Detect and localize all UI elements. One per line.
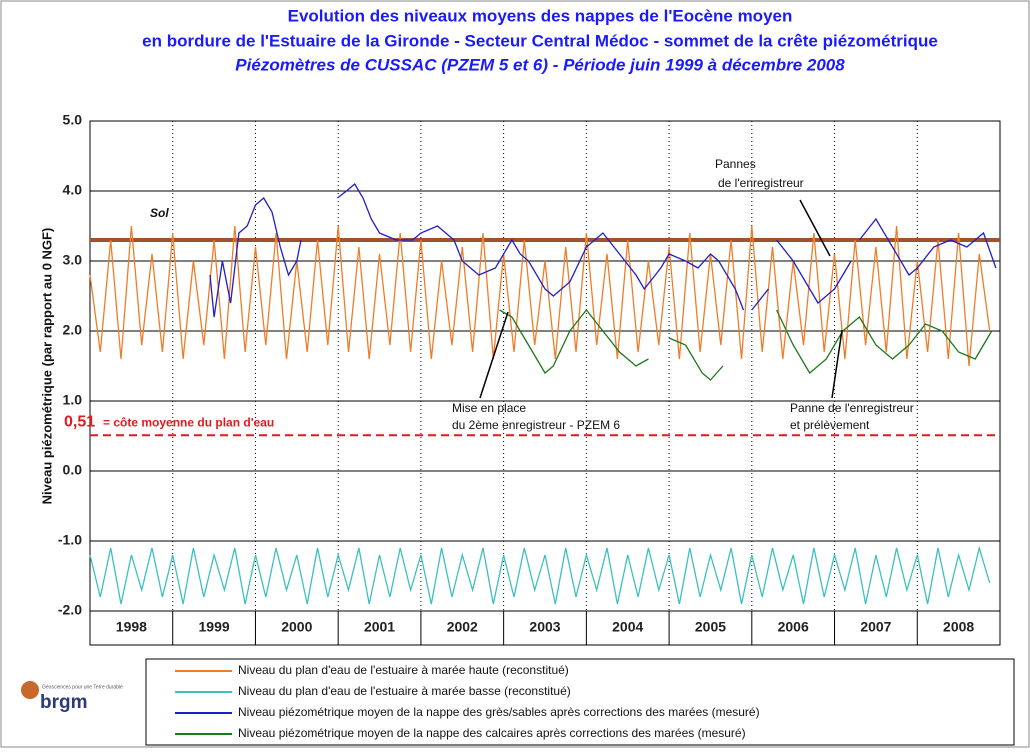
- x-tick-label: 1999: [199, 619, 230, 635]
- y-tick-label: 1.0: [63, 392, 83, 408]
- annotation: du 2ème enregistreur - PZEM 6: [452, 418, 620, 432]
- x-tick-label: 2000: [281, 619, 312, 635]
- annotation-arrow: [831, 329, 843, 399]
- annotation: Mise en place: [452, 401, 526, 415]
- legend-entries: Niveau du plan d'eau de l'estuaire à mar…: [175, 663, 760, 740]
- annotation-arrow: [799, 199, 831, 257]
- y-tick-label: 0.0: [63, 462, 83, 478]
- x-tick-label: 2002: [447, 619, 478, 635]
- reference-label: = côte moyenne du plan d'eau: [103, 415, 274, 429]
- logo-tagline: Géosciences pour une Terre durable: [42, 684, 123, 690]
- y-tick-label: 3.0: [63, 252, 83, 268]
- series-line: [209, 183, 997, 318]
- series-line: [89, 545, 991, 605]
- annotation: de l'enregistreur: [718, 176, 804, 190]
- x-tick-label: 2001: [364, 619, 395, 635]
- chart-subtitle: en bordure de l'Estuaire de la Gironde -…: [142, 31, 938, 50]
- x-tick-label: 2003: [529, 619, 560, 635]
- y-tick-label: 5.0: [63, 112, 83, 128]
- chart-subtitle: Piézomètres de CUSSAC (PZEM 5 et 6) - Pé…: [235, 55, 845, 74]
- x-tick-label: 2004: [612, 619, 643, 635]
- reference-label: 0,51: [64, 414, 95, 431]
- plot-area: 5.0 4.0 3.0 2.0 1.0 0.0 -1.0 -2.0 1998 1999 2000 20…: [58, 112, 1001, 646]
- logo-mark: [21, 681, 39, 699]
- logo-text: brgm: [40, 692, 88, 713]
- y-tick-label: 2.0: [63, 322, 83, 338]
- y-tick-label: -2.0: [58, 602, 82, 618]
- reference-label: Sol: [150, 206, 169, 220]
- legend: [145, 658, 1015, 746]
- x-axis-band: [89, 610, 1001, 646]
- legend-label: Niveau piézométrique moyen de la nappe d…: [238, 705, 760, 719]
- y-tick-label: 4.0: [63, 182, 83, 198]
- annotation: Panne de l'enregistreur: [790, 401, 914, 415]
- plot-background: [89, 120, 1001, 612]
- legend-label: Niveau du plan d'eau de l'estuaire à mar…: [238, 663, 569, 677]
- x-tick-label: 2008: [943, 619, 974, 635]
- x-tick-label: 1998: [116, 619, 147, 635]
- y-axis-label: Niveau piézométrique (par rapport au 0 N…: [39, 228, 54, 505]
- y-tick-label: -1.0: [58, 532, 82, 548]
- legend-label: Niveau piézométrique moyen de la nappe d…: [238, 726, 746, 740]
- annotation-arrow: [479, 311, 509, 399]
- annotation: Pannes: [715, 157, 756, 171]
- legend-label: Niveau du plan d'eau de l'estuaire à mar…: [238, 684, 571, 698]
- annotation: et prélèvement: [790, 418, 870, 432]
- series-line: [499, 308, 993, 381]
- x-tick-label: 2006: [778, 619, 809, 635]
- chart-title: Evolution des niveaux moyens des nappes …: [288, 6, 793, 25]
- series-line: [89, 225, 991, 367]
- x-tick-label: 2005: [695, 619, 726, 635]
- x-tick-label: 2007: [860, 619, 891, 635]
